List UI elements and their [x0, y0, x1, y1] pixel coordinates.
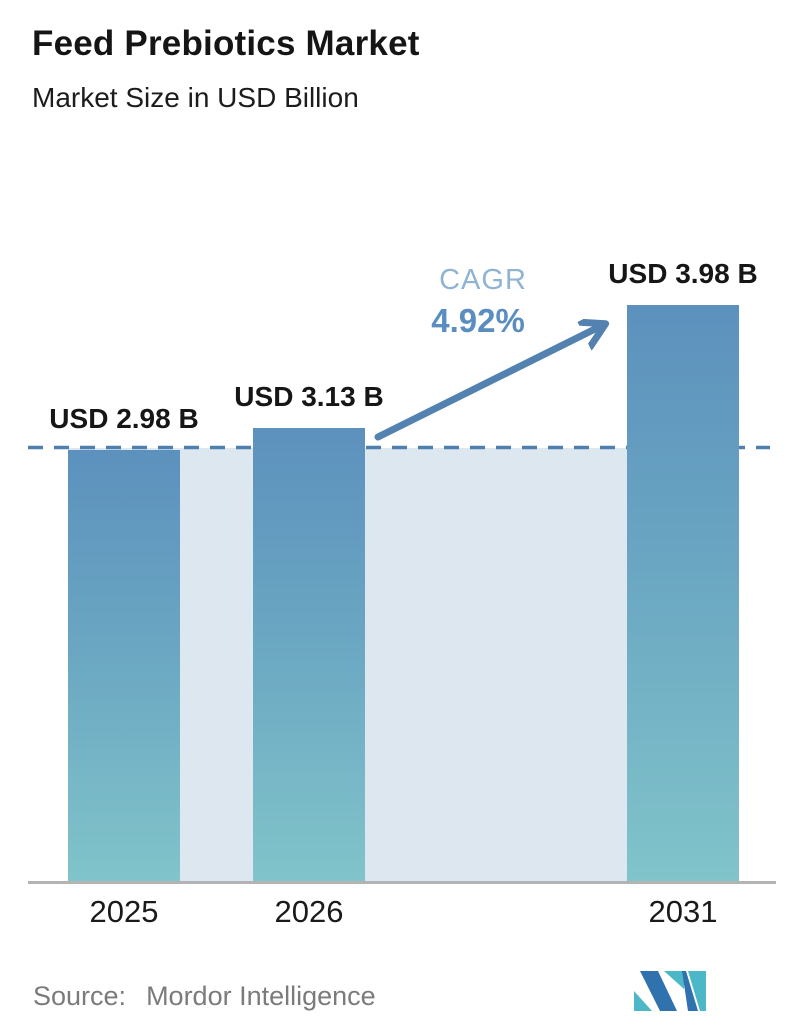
source-line: Source: Mordor Intelligence [33, 981, 376, 1012]
x-axis-label-2025: 2025 [89, 894, 159, 929]
bar-value-label: USD 3.98 B [608, 257, 758, 289]
logo-teal-middle-triangle [664, 971, 684, 989]
source-value: Mordor Intelligence [146, 981, 376, 1011]
cagr-label: CAGR [439, 264, 527, 296]
x-axis-label-2026: 2026 [274, 894, 344, 929]
logo-blue-right-stroke [682, 971, 698, 1011]
logo-teal-left-triangle [634, 991, 652, 1011]
chart-subtitle: Market Size in USD Billion [32, 82, 359, 113]
growth-arrow [374, 324, 605, 441]
logo-teal-right-stroke [688, 971, 706, 1011]
bar-value-label: USD 2.98 B [49, 402, 199, 434]
bar-2031 [627, 304, 739, 882]
logo-blue-left-stroke [640, 971, 677, 1011]
x-axis-label-2031: 2031 [648, 894, 718, 929]
source-label: Source: [33, 981, 127, 1011]
cagr-value: 4.92% [431, 302, 525, 339]
page-title: Feed Prebiotics Market [32, 24, 420, 63]
mordor-intelligence-logo [634, 971, 706, 1011]
bar-2026 [253, 428, 365, 882]
bar-value-label: USD 3.13 B [234, 381, 384, 413]
x-axis-line [28, 881, 776, 884]
bar-2025 [68, 449, 180, 882]
